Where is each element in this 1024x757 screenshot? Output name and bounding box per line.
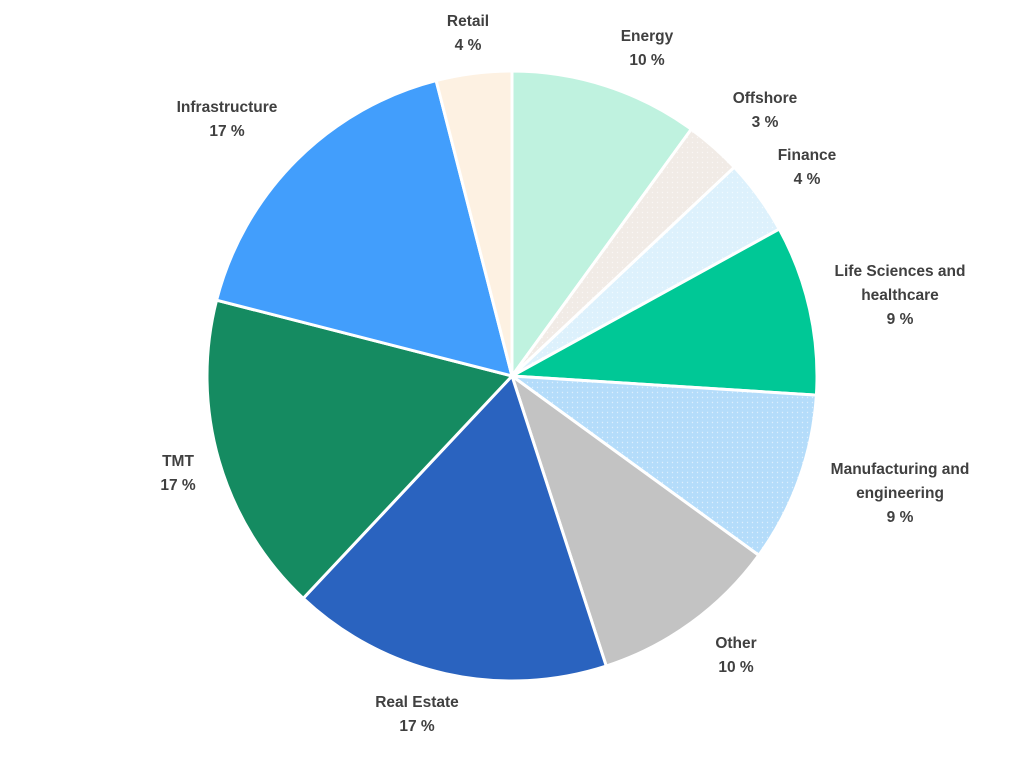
slice-category-label: Retail <box>447 13 489 30</box>
pie-slice-life-sciences-and-healthcare <box>510 227 819 397</box>
slice-category-label: engineering <box>856 485 944 502</box>
slice-label-retail: Retail 4 % <box>447 13 489 54</box>
pie-labels: Energy 10 % Offshore 3 % Finance 4 % Life Scie… <box>160 13 969 735</box>
slice-category-label: healthcare <box>861 287 939 304</box>
slice-value-label: 10 % <box>718 659 754 676</box>
slice-category-label: Energy <box>621 28 674 45</box>
slice-category-label: Real Estate <box>375 694 459 711</box>
slice-label-real-estate: Real Estate 17 % <box>375 694 459 735</box>
slice-category-label: Offshore <box>733 90 798 107</box>
pie-slices <box>205 69 819 683</box>
slice-value-label: 10 % <box>629 52 665 69</box>
slice-label-tmt: TMT 17 % <box>160 453 196 494</box>
slice-label-energy: Energy 10 % <box>621 28 674 69</box>
slice-value-label: 9 % <box>887 311 914 328</box>
slice-value-label: 4 % <box>794 171 821 188</box>
pie-slice-energy <box>510 69 693 378</box>
slice-category-label: Manufacturing and <box>831 461 970 478</box>
pie-slice-tmt <box>205 298 514 600</box>
slice-value-label: 9 % <box>887 509 914 526</box>
slice-value-label: 17 % <box>160 477 196 494</box>
slice-value-label: 3 % <box>752 114 779 131</box>
slice-category-label: TMT <box>162 453 194 470</box>
slice-category-label: Life Sciences and <box>835 263 966 280</box>
pie-slice-pattern-manufacturing-and-engineering <box>512 376 817 556</box>
pie-slice-retail <box>434 69 514 378</box>
slice-category-label: Infrastructure <box>177 99 278 116</box>
slice-label-offshore: Offshore 3 % <box>733 90 798 131</box>
pie-slice-pattern-offshore <box>512 129 735 376</box>
slice-value-label: 17 % <box>209 123 245 140</box>
slice-category-label: Other <box>715 635 756 652</box>
pie-slice-infrastructure <box>215 79 514 378</box>
slice-value-label: 4 % <box>455 37 482 54</box>
slice-label-finance: Finance 4 % <box>778 147 837 188</box>
slice-value-label: 17 % <box>399 718 435 735</box>
slice-label-life-sciences-and-healthcare: Life Sciences and healthcare 9 % <box>835 263 966 328</box>
slice-category-label: Finance <box>778 147 837 164</box>
slice-label-manufacturing-and-engineering: Manufacturing and engineering 9 % <box>831 461 970 526</box>
slice-label-infrastructure: Infrastructure 17 % <box>177 99 278 140</box>
pie-slice-real-estate <box>301 374 608 683</box>
pie-slice-pattern-finance <box>512 167 780 376</box>
slice-label-other: Other 10 % <box>715 635 756 676</box>
pie-slice-other <box>510 374 761 668</box>
